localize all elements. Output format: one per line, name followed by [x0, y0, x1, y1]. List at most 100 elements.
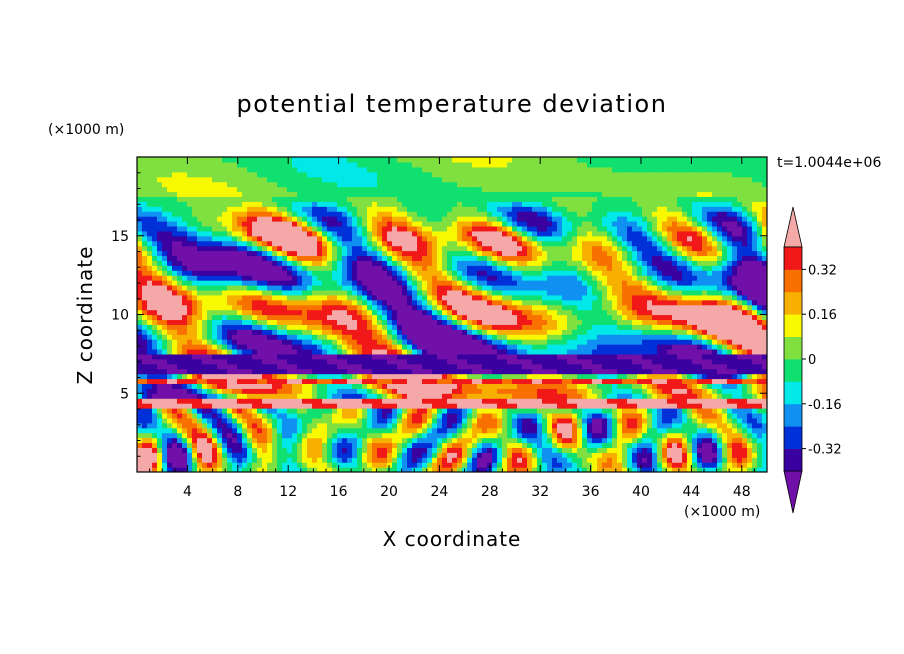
contour-cell — [352, 452, 358, 458]
contour-cell — [547, 388, 553, 394]
contour-cell — [707, 324, 713, 330]
contour-cell — [717, 417, 723, 424]
contour-cell — [172, 432, 178, 439]
contour-cell — [282, 309, 288, 316]
contour-cell — [642, 334, 648, 340]
contour-cell — [422, 393, 428, 399]
contour-cell — [442, 442, 448, 448]
contour-cell — [487, 334, 493, 340]
contour-cell — [457, 309, 463, 316]
contour-cell — [492, 299, 498, 306]
contour-cell — [192, 294, 198, 301]
contour-cell — [557, 398, 563, 404]
contour-cell — [567, 344, 573, 350]
contour-cell — [637, 329, 643, 335]
contour-cell — [367, 412, 373, 419]
contour-cell — [377, 280, 383, 286]
contour-cell — [447, 412, 453, 419]
contour-cell — [627, 353, 633, 360]
contour-cell — [482, 309, 488, 316]
contour-cell — [472, 462, 478, 468]
contour-cell — [707, 344, 713, 350]
contour-cell — [367, 329, 373, 335]
contour-cell — [462, 304, 468, 311]
contour-cell — [407, 314, 413, 321]
contour-cell — [712, 388, 718, 394]
contour-cell — [702, 452, 708, 458]
contour-cell — [432, 467, 438, 472]
contour-cell — [322, 378, 328, 384]
contour-cell — [502, 363, 508, 370]
contour-cell — [517, 452, 523, 458]
contour-cell — [722, 294, 728, 301]
contour-cell — [227, 275, 233, 281]
contour-cell — [537, 304, 543, 311]
contour-cell — [717, 334, 723, 340]
contour-cell — [437, 329, 443, 335]
contour-cell — [747, 348, 753, 355]
contour-cell — [692, 383, 698, 389]
contour-cell — [377, 383, 383, 389]
contour-cell — [467, 299, 473, 306]
contour-cell — [562, 339, 568, 345]
contour-cell — [432, 432, 438, 439]
contour-cell — [392, 408, 398, 414]
contour-cell — [517, 368, 523, 375]
contour-cell — [642, 437, 648, 444]
contour-cell — [222, 457, 228, 463]
contour-cell — [577, 373, 583, 380]
contour-cell — [567, 388, 573, 394]
contour-cell — [677, 353, 683, 360]
contour-cell — [207, 299, 213, 306]
contour-cell — [177, 353, 183, 360]
contour-cell — [217, 348, 223, 355]
contour-cell — [327, 457, 333, 463]
contour-cell — [437, 462, 443, 468]
contour-cell — [422, 442, 428, 448]
contour-cell — [642, 284, 648, 291]
contour-cell — [192, 432, 198, 439]
contour-cell — [542, 467, 548, 472]
contour-cell — [637, 442, 643, 448]
contour-cell — [622, 403, 628, 409]
contour-cell — [742, 442, 748, 448]
contour-cell — [332, 363, 338, 370]
contour-cell — [157, 344, 163, 350]
contour-cell — [542, 462, 548, 468]
contour-cell — [757, 442, 763, 448]
contour-cell — [287, 314, 293, 321]
contour-cell — [217, 422, 223, 429]
contour-cell — [272, 339, 278, 345]
contour-cell — [472, 368, 478, 375]
contour-cell — [282, 324, 288, 330]
contour-cell — [437, 422, 443, 429]
contour-cell — [557, 442, 563, 448]
contour-cell — [402, 280, 408, 286]
contour-cell — [482, 408, 488, 414]
contour-cell — [197, 353, 203, 360]
contour-cell — [492, 353, 498, 360]
contour-cell — [432, 417, 438, 424]
contour-cell — [342, 457, 348, 463]
contour-cell — [627, 339, 633, 345]
contour-cell — [237, 462, 243, 468]
contour-cell — [467, 304, 473, 311]
contour-cell — [232, 309, 238, 316]
contour-cell — [707, 353, 713, 360]
contour-cell — [552, 442, 558, 448]
contour-cell — [362, 417, 368, 424]
contour-cell — [727, 447, 733, 453]
contour-cell — [512, 393, 518, 399]
contour-cell — [492, 368, 498, 375]
contour-cell — [737, 378, 743, 384]
contour-cell — [257, 383, 263, 389]
contour-cell — [757, 319, 763, 325]
contour-cell — [382, 344, 388, 350]
contour-cell — [462, 378, 468, 384]
contour-cell — [332, 412, 338, 419]
contour-cell — [397, 275, 403, 281]
contour-cell — [432, 462, 438, 468]
contour-cell — [217, 363, 223, 370]
contour-cell — [432, 368, 438, 375]
contour-cell — [437, 334, 443, 340]
